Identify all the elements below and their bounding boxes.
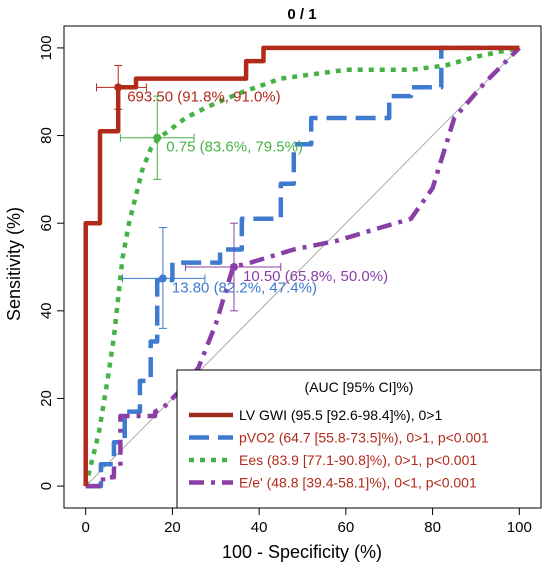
legend-entry-label: LV GWI (95.5 [92.6-98.4]%), 0>1 [239, 407, 442, 423]
legend-entry-label: pVO2 (64.7 [55.8-73.5]%), 0>1, p<0.001 [239, 430, 489, 446]
legend-title: (AUC [95% CI]%) [305, 379, 414, 395]
threshold-point [158, 274, 167, 283]
x-tick-label: 40 [251, 519, 268, 536]
reference-diagonal [85, 47, 520, 487]
legend-entry-label: E/e' (48.8 [39.4-58.1]%), 0<1, p<0.001 [239, 475, 477, 491]
x-tick-label: 0 [82, 519, 90, 536]
threshold-label: 693.50 (91.8%, 91.0%) [127, 88, 280, 105]
threshold-label: 0.75 (83.6%, 79.5%) [166, 139, 303, 156]
x-axis-label: 100 - Specificity (%) [222, 542, 382, 562]
threshold-point [153, 133, 162, 142]
threshold-label: 13.80 (82.2%, 47.4%) [172, 279, 317, 296]
y-tick-label: 80 [38, 127, 55, 144]
y-tick-label: 100 [38, 35, 55, 60]
x-tick-label: 80 [424, 519, 441, 536]
roc-curve-e-e- [85, 46, 521, 489]
threshold-point [114, 83, 123, 92]
roc-curve-pvo2 [85, 45, 520, 489]
plot-area: 0 20 40 60 80 100 0 20 40 60 80 100 693.50 (91.8%, 9… [38, 25, 542, 536]
y-tick-label: 60 [38, 215, 55, 232]
y-tick-label: 40 [38, 302, 55, 319]
x-tick-label: 100 [507, 519, 532, 536]
legend-box [176, 369, 542, 509]
y-tick-label: 0 [38, 482, 55, 490]
chart-title: 0 / 1 [287, 6, 316, 23]
legend-entry-label: Ees (83.9 [77.1-90.8]%), 0>1, p<0.001 [239, 452, 477, 468]
y-tick-label: 20 [38, 390, 55, 407]
y-axis-label: Sensitivity (%) [4, 207, 24, 321]
threshold-point [229, 263, 238, 271]
threshold-label: 10.50 (65.8%, 50.0%) [243, 268, 388, 285]
x-tick-label: 60 [338, 519, 355, 536]
x-tick-label: 20 [164, 519, 181, 536]
